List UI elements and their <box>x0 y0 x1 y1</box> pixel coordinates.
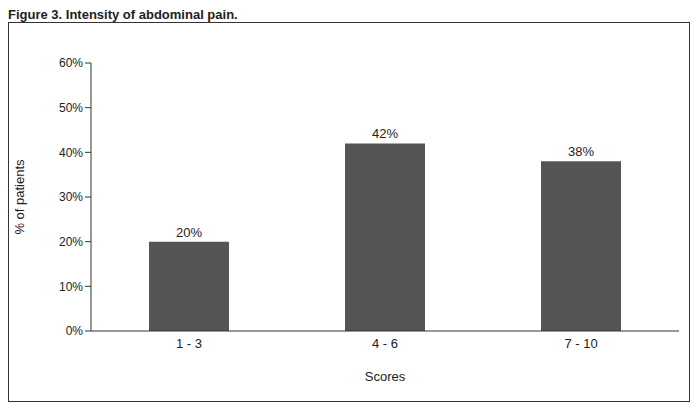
svg-text:20%: 20% <box>59 235 83 249</box>
svg-text:30%: 30% <box>59 190 83 204</box>
svg-text:Scores: Scores <box>365 369 406 384</box>
svg-text:50%: 50% <box>59 101 83 115</box>
svg-text:10%: 10% <box>59 280 83 294</box>
svg-text:20%: 20% <box>176 225 202 240</box>
svg-text:1 - 3: 1 - 3 <box>176 336 202 351</box>
svg-text:38%: 38% <box>568 144 594 159</box>
svg-text:60%: 60% <box>59 56 83 70</box>
svg-text:42%: 42% <box>372 126 398 141</box>
svg-text:40%: 40% <box>59 146 83 160</box>
svg-text:7 - 10: 7 - 10 <box>564 336 597 351</box>
svg-text:0%: 0% <box>66 324 84 338</box>
svg-text:% of patients: % of patients <box>12 159 27 235</box>
html-text:Figure 3. Intensity of abdomin: Figure 3. Intensity of abdominal pain. <box>8 7 238 22</box>
svg-text:4 - 6: 4 - 6 <box>372 336 398 351</box>
